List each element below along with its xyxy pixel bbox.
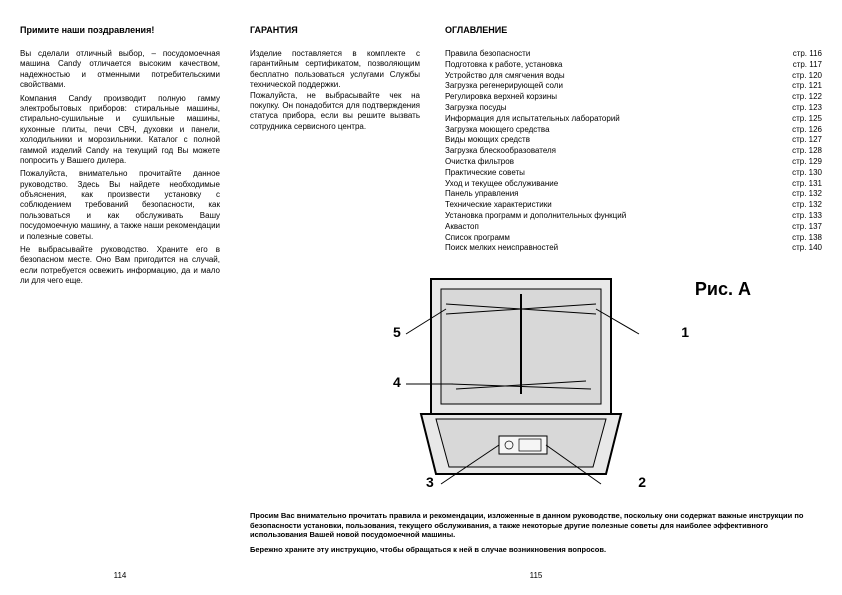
toc-label: Поиск мелких неисправностей bbox=[445, 243, 784, 254]
toc-label: Установка программ и дополнительных функ… bbox=[445, 211, 784, 222]
toc-label: Регулировка верхней корзины bbox=[445, 92, 784, 103]
bottom-note: Просим Вас внимательно прочитать правила… bbox=[250, 511, 822, 555]
toc-page: стр. 132 bbox=[784, 200, 822, 211]
toc-row: Загрузка моющего средствастр. 126 bbox=[445, 125, 822, 136]
toc-page: стр. 122 bbox=[784, 92, 822, 103]
toc-row: Список программстр. 138 bbox=[445, 233, 822, 244]
toc-column: ОГЛАВЛЕНИЕ Правила безопасностистр. 116П… bbox=[445, 25, 822, 254]
toc-row: Загрузка посудыстр. 123 bbox=[445, 103, 822, 114]
bottom-p1: Просим Вас внимательно прочитать правила… bbox=[250, 511, 822, 539]
toc-page: стр. 133 bbox=[784, 211, 822, 222]
toc-row: Правила безопасностистр. 116 bbox=[445, 49, 822, 60]
callout-2: 2 bbox=[638, 474, 646, 490]
bottom-p2: Бережно храните эту инструкцию, чтобы об… bbox=[250, 545, 822, 554]
warranty-text: Изделие поставляется в комплекте с гаран… bbox=[250, 49, 420, 132]
toc-row: Установка программ и дополнительных функ… bbox=[445, 211, 822, 222]
toc-row: Аквастопстр. 137 bbox=[445, 222, 822, 233]
left-body: Вы сделали отличный выбор, – посудомоечн… bbox=[20, 49, 220, 287]
left-para-0: Вы сделали отличный выбор, – посудомоечн… bbox=[20, 49, 220, 91]
toc-row: Информация для испытательных лабораторий… bbox=[445, 114, 822, 125]
left-para-2: Пожалуйста, внимательно прочитайте данно… bbox=[20, 169, 220, 242]
toc-row: Очистка фильтровстр. 129 bbox=[445, 157, 822, 168]
toc-label: Технические характеристики bbox=[445, 200, 784, 211]
toc-row: Загрузка блескообразователястр. 128 bbox=[445, 146, 822, 157]
left-para-1: Компания Candy производит полную гамму э… bbox=[20, 94, 220, 167]
toc-page: стр. 137 bbox=[784, 222, 822, 233]
toc-label: Правила безопасности bbox=[445, 49, 785, 60]
toc-row: Устройство для смягчения водыстр. 120 bbox=[445, 71, 822, 82]
toc-page: стр. 127 bbox=[784, 135, 822, 146]
toc-list: Правила безопасностистр. 116Подготовка к… bbox=[445, 49, 822, 254]
callout-3: 3 bbox=[426, 474, 434, 490]
callout-1: 1 bbox=[681, 324, 689, 340]
toc-page: стр. 121 bbox=[784, 81, 822, 92]
toc-row: Виды моющих средствстр. 127 bbox=[445, 135, 822, 146]
toc-page: стр. 130 bbox=[784, 168, 822, 179]
toc-label: Загрузка посуды bbox=[445, 103, 784, 114]
toc-page: стр. 117 bbox=[785, 60, 822, 71]
toc-page: стр. 126 bbox=[784, 125, 822, 136]
toc-page: стр. 132 bbox=[784, 189, 822, 200]
toc-label: Практические советы bbox=[445, 168, 784, 179]
toc-row: Уход и текущее обслуживаниестр. 131 bbox=[445, 179, 822, 190]
toc-page: стр. 128 bbox=[784, 146, 822, 157]
toc-label: Загрузка регенерирующей соли bbox=[445, 81, 784, 92]
toc-label: Виды моющих средств bbox=[445, 135, 784, 146]
toc-label: Загрузка блескообразователя bbox=[445, 146, 784, 157]
toc-label: Подготовка к работе, установка bbox=[445, 60, 785, 71]
left-para-3: Не выбрасывайте руководство. Храните его… bbox=[20, 245, 220, 287]
toc-label: Панель управления bbox=[445, 189, 784, 200]
callout-4: 4 bbox=[393, 374, 401, 390]
warranty-heading: ГАРАНТИЯ bbox=[250, 25, 420, 35]
toc-row: Панель управлениястр. 132 bbox=[445, 189, 822, 200]
toc-label: Уход и текущее обслуживание bbox=[445, 179, 784, 190]
toc-page: стр. 140 bbox=[784, 243, 822, 254]
toc-page: стр. 138 bbox=[784, 233, 822, 244]
left-page: Примите наши поздравления! Вы сделали от… bbox=[20, 25, 220, 580]
toc-row: Загрузка регенерирующей солистр. 121 bbox=[445, 81, 822, 92]
callout-5: 5 bbox=[393, 324, 401, 340]
toc-row: Регулировка верхней корзиныстр. 122 bbox=[445, 92, 822, 103]
toc-page: стр. 125 bbox=[784, 114, 822, 125]
toc-page: стр. 120 bbox=[784, 71, 822, 82]
toc-page: стр. 131 bbox=[784, 179, 822, 190]
toc-label: Загрузка моющего средства bbox=[445, 125, 784, 136]
dishwasher-diagram bbox=[391, 269, 651, 499]
toc-row: Практические советыстр. 130 bbox=[445, 168, 822, 179]
toc-page: стр. 123 bbox=[784, 103, 822, 114]
toc-row: Подготовка к работе, установкастр. 117 bbox=[445, 60, 822, 71]
warranty-column: ГАРАНТИЯ Изделие поставляется в комплект… bbox=[250, 25, 420, 254]
toc-label: Устройство для смягчения воды bbox=[445, 71, 784, 82]
right-page-number: 115 bbox=[250, 563, 822, 580]
right-page: ГАРАНТИЯ Изделие поставляется в комплект… bbox=[250, 25, 822, 580]
figure-title: Рис. A bbox=[695, 279, 751, 300]
toc-row: Технические характеристикистр. 132 bbox=[445, 200, 822, 211]
toc-page: стр. 129 bbox=[784, 157, 822, 168]
toc-page: стр. 116 bbox=[785, 49, 822, 60]
figure-a: Рис. A bbox=[391, 269, 681, 499]
toc-label: Очистка фильтров bbox=[445, 157, 784, 168]
toc-heading: ОГЛАВЛЕНИЕ bbox=[445, 25, 822, 35]
toc-label: Аквастоп bbox=[445, 222, 784, 233]
left-page-number: 114 bbox=[20, 563, 220, 580]
right-top-row: ГАРАНТИЯ Изделие поставляется в комплект… bbox=[250, 25, 822, 254]
left-heading: Примите наши поздравления! bbox=[20, 25, 220, 35]
toc-row: Поиск мелких неисправностейстр. 140 bbox=[445, 243, 822, 254]
toc-label: Информация для испытательных лабораторий bbox=[445, 114, 784, 125]
toc-label: Список программ bbox=[445, 233, 784, 244]
